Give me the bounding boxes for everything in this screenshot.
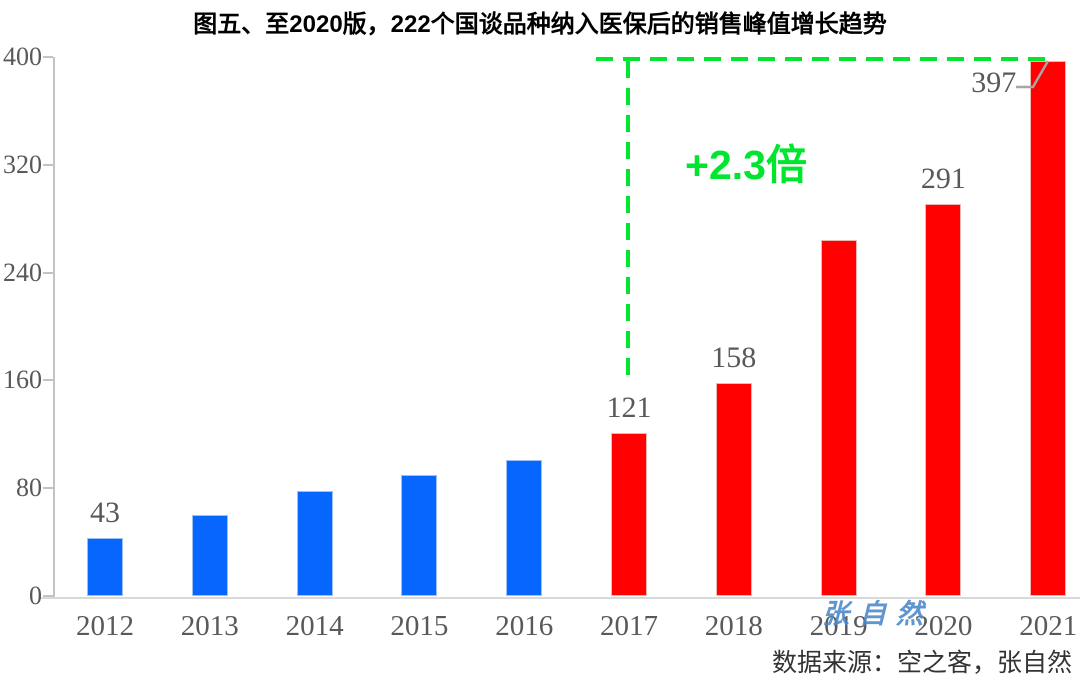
bar-2021 <box>1030 61 1067 596</box>
y-axis-tick <box>43 163 53 166</box>
x-axis-label-2020: 2020 <box>914 610 973 642</box>
x-axis-label-2014: 2014 <box>285 610 344 642</box>
bar-2020 <box>925 203 962 596</box>
growth-dashed-line-vertical <box>626 61 630 385</box>
x-axis-label-2016: 2016 <box>495 610 554 642</box>
bar-value-label-2018: 158 <box>711 341 757 375</box>
x-axis-label-2017: 2017 <box>600 610 658 642</box>
y-axis-tick <box>43 487 53 490</box>
x-axis-label-2018: 2018 <box>704 610 763 642</box>
bar-2015 <box>401 474 438 596</box>
label-leader-line-icon <box>1016 60 1050 89</box>
y-axis-line <box>53 57 55 597</box>
chart-title: 图五、至2020版，222个国谈品种纳入医保后的销售峰值增长趋势 <box>193 11 887 38</box>
bar-2017 <box>611 432 647 596</box>
bar-2012 <box>87 538 123 596</box>
bar-2016 <box>506 459 543 596</box>
y-axis-tick <box>43 379 53 382</box>
bar-value-label-2012: 43 <box>90 496 120 530</box>
x-axis-label-2019: 2019 <box>809 610 868 642</box>
y-axis-tick-label: 400 <box>3 42 42 71</box>
bar-2019 <box>820 240 857 596</box>
y-axis-tick-label: 240 <box>3 257 42 287</box>
bar-2018 <box>715 383 752 596</box>
x-axis-label-2012: 2012 <box>76 610 134 642</box>
bar-2014 <box>296 490 333 596</box>
y-axis-tick-label: 0 <box>29 581 42 610</box>
y-axis-tick <box>43 56 53 58</box>
x-axis-label-2015: 2015 <box>390 610 449 642</box>
growth-annotation-label: +2.3倍 <box>685 142 807 188</box>
source-caption: 数据来源：空之客，张自然 <box>771 650 1072 677</box>
y-axis-tick-label: 80 <box>16 473 42 503</box>
y-axis-tick-label: 320 <box>3 149 42 179</box>
growth-dashed-line-horizontal <box>596 57 1053 61</box>
x-axis-line <box>40 597 1080 599</box>
bar-value-label-2020: 291 <box>920 161 966 195</box>
y-axis-tick-label: 160 <box>3 365 42 395</box>
bar-2013 <box>191 515 228 596</box>
x-axis-label-2021: 2021 <box>1019 610 1078 642</box>
bar-value-label-2021: 397 <box>971 66 1017 100</box>
y-axis-tick <box>43 271 53 274</box>
x-axis-label-2013: 2013 <box>180 610 239 642</box>
watermark: 张自然 <box>822 599 933 629</box>
bar-value-label-2017: 121 <box>606 390 652 424</box>
y-axis-tick <box>43 595 53 597</box>
